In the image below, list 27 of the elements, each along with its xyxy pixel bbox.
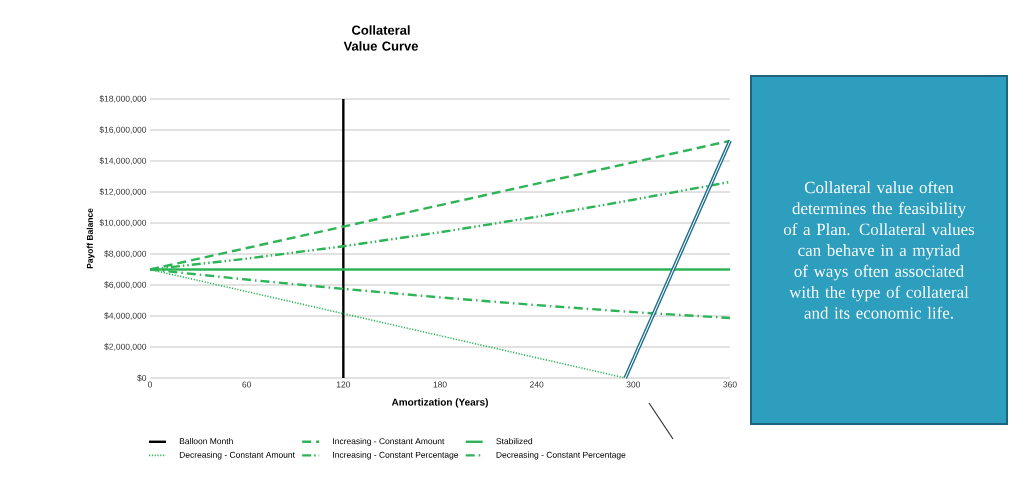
legend-label: Increasing - Constant Percentage xyxy=(333,451,459,460)
text: Collateral value often determines the feasibility of a Plan. Collateral values can behave in a myriad of ways often associated with the type of collateral and its economic life. xyxy=(783,181,975,319)
legend-label: Decreasing - Constant Amount xyxy=(179,451,295,460)
x-axis-title: Amortization (Years) xyxy=(391,398,488,408)
y-tick-label: $4,000,000 xyxy=(104,312,147,320)
x-tick-label: 240 xyxy=(530,381,544,388)
y-tick-label: $16,000,000 xyxy=(99,126,147,134)
y-tick-label: $8,000,000 xyxy=(104,250,147,258)
y-tick-label: $18,000,000 xyxy=(99,95,147,103)
x-tick-label: 180 xyxy=(433,381,447,388)
y-tick-label: $14,000,000 xyxy=(99,157,147,165)
legend-label: Increasing - Constant Amount xyxy=(333,437,445,446)
chart-title: Collateral Value Curve xyxy=(343,25,418,51)
legend-label: Stabilized xyxy=(496,437,533,445)
y-tick-label: $10,000,000 xyxy=(99,219,147,227)
y-tick-label: $6,000,000 xyxy=(104,281,147,289)
legend-label: Decreasing - Constant Percentage xyxy=(496,451,626,460)
legend-label: Balloon Month xyxy=(179,437,233,445)
y-axis-title: Payoff Balance xyxy=(86,208,95,269)
x-tick-label: 360 xyxy=(723,381,737,388)
x-tick-label: 300 xyxy=(626,381,641,388)
x-tick-label: 120 xyxy=(336,381,351,388)
y-tick-label: $12,000,000 xyxy=(99,188,147,196)
y-tick-label: $0 xyxy=(137,374,147,382)
y-tick-label: $2,000,000 xyxy=(104,343,147,351)
x-tick-label: 0 xyxy=(147,381,153,388)
x-tick-label: 60 xyxy=(242,381,252,388)
